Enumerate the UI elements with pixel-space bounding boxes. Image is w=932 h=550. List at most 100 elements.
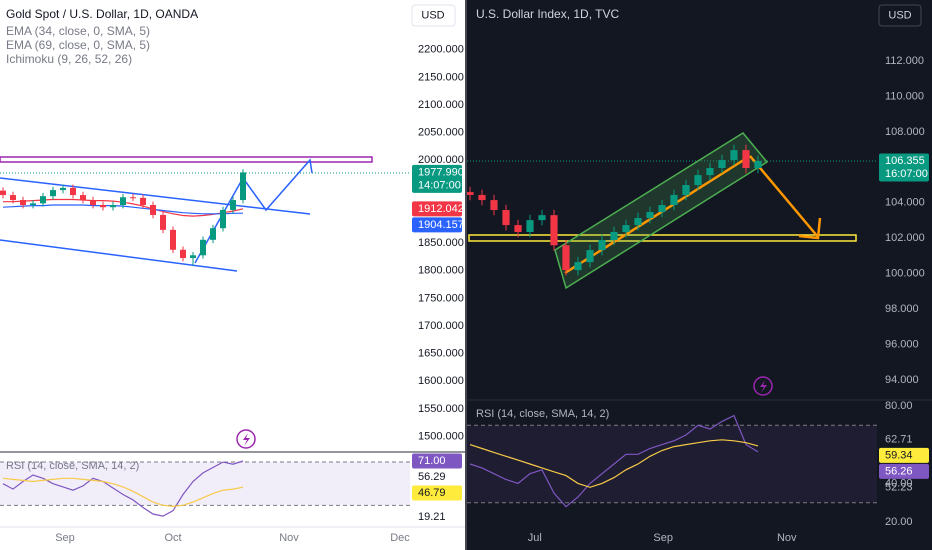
legend-entry: Ichimoku (9, 26, 52, 26) [6,52,132,66]
candle-body [646,211,654,218]
legend-entry: EMA (34, close, 0, SMA, 5) [6,24,150,38]
candle-body [30,203,36,206]
candle-body [706,168,714,176]
currency-button[interactable] [878,4,922,27]
y-tick-label: 40.00 [885,477,913,489]
candle-body [634,217,642,226]
candle-body [502,210,510,226]
currency-button[interactable] [411,4,456,27]
alert-icon[interactable] [236,429,256,449]
price-tag [412,485,462,501]
y-tick-label: 94.000 [885,374,919,386]
x-tick-label: Nov [777,532,797,544]
candle-body [220,209,226,229]
price-tag-time: 14:07:00 [418,179,461,191]
candle-body [210,228,216,240]
trend-line [0,177,311,215]
candle-body [230,200,236,210]
price-tag-label: 19.21 [418,511,446,523]
alert-icon[interactable] [760,380,767,393]
indicator-line [469,439,759,488]
x-tick-label: Sep [653,532,673,544]
candle-body [467,192,474,195]
y-tick-label: 2100.000 [418,99,464,111]
price-tag-label: 56.26 [885,465,913,477]
candle-body [110,205,116,208]
y-tick-label: 110.000 [885,90,924,102]
candle-body [10,195,16,201]
y-tick-label: 1550.000 [418,403,464,415]
candle-body [514,225,522,232]
chart-title: U.S. Dollar Index, 1D, TVC [476,7,619,21]
chart-title: Gold Spot / U.S. Dollar, 1D, OANDA [6,7,198,21]
indicator-title: RSI (14, close, SMA, 14, 2) [476,408,609,420]
candle-body [130,197,136,199]
y-tick-label: 1850.000 [418,237,464,249]
price-tag [879,463,929,479]
currency[interactable]: USD [888,9,911,21]
y-tick-label: 1500.000 [418,430,464,442]
right-chart: USD U.S. Dollar Index, 1D, TVC RSI (14, … [467,4,929,544]
price-tag [412,217,462,233]
y-tick-label: 2050.000 [418,127,464,139]
y-tick-label: 100.000 [885,268,925,280]
x-tick-label: Sep [55,532,75,544]
price-tag-label: 1904.157 [418,219,464,231]
price-tag-label: 62.71 [885,433,913,445]
y-tick-label: 96.000 [885,338,919,350]
candle-body [538,215,546,221]
candle-body [658,205,666,212]
indicator-line [2,460,244,517]
y-tick-label: 20.00 [885,516,913,528]
resistance-zone [0,156,373,163]
candle-body [60,187,66,191]
candle-body [478,194,486,201]
y-tick-label: 2200.000 [418,44,464,56]
trend-line [0,239,238,272]
candle-body [694,175,702,186]
projection-path [194,158,313,264]
rsi-band [0,462,410,506]
x-tick-label: Oct [164,532,181,544]
price-tag [879,153,929,182]
candle-body [622,225,630,232]
price-tag-label: 71.00 [418,455,446,467]
projection-arrow [798,217,822,240]
trend-line [564,154,751,275]
x-tick-label: Dec [390,532,410,544]
y-tick-label: 1750.000 [418,292,464,304]
currency[interactable]: USD [421,9,444,21]
candle-body [586,250,594,263]
candle-body [200,239,206,256]
y-tick-label: 98.000 [885,303,919,315]
y-tick-label: 104.000 [885,197,925,209]
right-panel [467,0,932,550]
divider [465,0,467,550]
candle-body [730,150,738,161]
price-tag [412,453,462,469]
candle-body [20,200,26,206]
candle-body [574,262,582,271]
candle-body [50,190,56,197]
left-chart: USD Gold Spot / U.S. Dollar, 1D, OANDA E… [0,4,464,544]
candle-body [610,231,618,240]
price-tag-time: 16:07:00 [885,168,928,180]
price-tag-label: 1977.990 [418,166,464,178]
candle-body [100,205,106,208]
candle-body [90,200,96,206]
candle-body [70,187,76,196]
indicator-line [469,414,759,508]
alert-icon[interactable] [243,433,250,446]
y-tick-label: 108.000 [885,126,925,138]
candle-body [0,190,6,196]
support-zone [468,234,857,242]
alert-icon[interactable] [753,376,773,396]
candle-body [80,195,86,201]
candle-body [742,150,750,169]
y-tick-label: 1800.000 [418,265,464,277]
indicator-title: RSI (14, close, SMA, 14, 2) [6,460,139,472]
y-tick-label: 102.000 [885,232,925,244]
candle-body [598,239,606,251]
candle-body [180,249,186,259]
candle-body [682,185,690,195]
